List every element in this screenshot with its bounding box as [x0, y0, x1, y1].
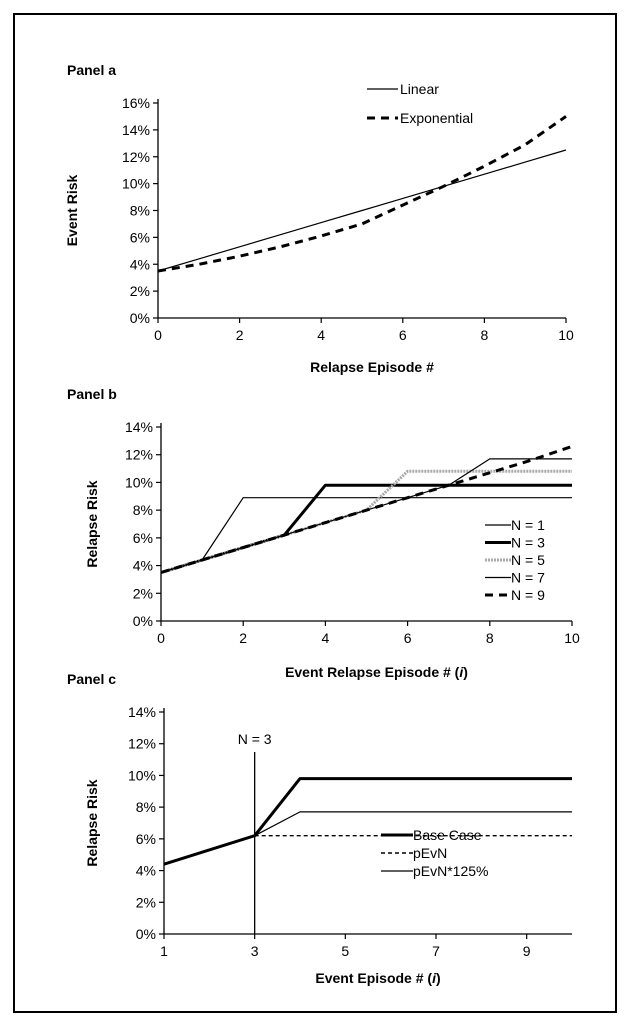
x-tick-label: 3 [251, 943, 259, 959]
legend-label: Base Case [413, 827, 482, 843]
y-tick-label: 2% [130, 283, 150, 299]
panel-title: Panel c [67, 671, 116, 687]
y-tick-label: 12% [125, 447, 153, 463]
x-tick-label: 4 [317, 327, 325, 343]
x-axis-title: Event Relapse Episode # (i) [285, 664, 468, 680]
x-tick-label: 6 [399, 327, 407, 343]
y-axis-title: Relapse Risk [84, 779, 100, 866]
y-tick-label: 4% [133, 558, 153, 574]
y-tick-label: 12% [128, 736, 156, 752]
y-tick-label: 2% [136, 894, 156, 910]
x-tick-label: 2 [236, 327, 244, 343]
y-tick-label: 10% [125, 474, 153, 490]
y-tick-label: 14% [125, 419, 153, 435]
annotation-label: N = 3 [238, 731, 272, 747]
y-tick-label: 14% [122, 122, 150, 138]
x-tick-label: 10 [564, 630, 580, 646]
series-line-pevn-125- [254, 811, 572, 837]
y-tick-label: 8% [133, 502, 153, 518]
x-tick-label: 10 [558, 327, 574, 343]
legend-label: pEvN [413, 845, 447, 861]
y-tick-label: 6% [136, 831, 156, 847]
series-line-n-7 [160, 458, 572, 574]
panel-2: Panel b 0% 2% 4% 6% 8% 10% 12% 14% 0 2 4 6 8 10 Event R… [67, 386, 580, 680]
panel-title: Panel a [67, 62, 116, 78]
x-tick-label: 6 [404, 630, 412, 646]
y-tick-label: 2% [133, 585, 153, 601]
series-line-n-5 [160, 469, 572, 574]
series-line-exponential [157, 115, 567, 273]
legend-label: N = 7 [511, 570, 545, 586]
series-line-base-case [163, 777, 572, 866]
y-tick-label: 4% [136, 863, 156, 879]
y-tick-label: 14% [128, 704, 156, 720]
x-tick-label: 9 [523, 943, 531, 959]
legend-label: Exponential [400, 110, 473, 126]
y-tick-label: 8% [130, 203, 150, 219]
y-tick-label: 0% [133, 613, 153, 629]
legend-label: N = 9 [511, 587, 545, 603]
legend-label: Linear [400, 81, 439, 97]
panel-1: Panel a 0% 2% 4% 6% 8% 10% 12% 14% 16% 0 2 4 6 8 10 Rela… [64, 62, 574, 375]
y-tick-label: 12% [122, 149, 150, 165]
y-tick-label: 0% [136, 926, 156, 942]
y-tick-label: 10% [128, 767, 156, 783]
x-tick-label: 8 [486, 630, 494, 646]
x-tick-label: 0 [157, 630, 165, 646]
panel-3: Panel c 0% 2% 4% 6% 8% 10% 12% 14% 1 3 5 7 9 Event Epi… [67, 671, 572, 986]
y-tick-label: 0% [130, 310, 150, 326]
panel-title: Panel b [67, 386, 117, 402]
figure: Panel a0%2%4%6%8%10%12%14%16%0 2 4 6 8 10Rela… [64, 62, 580, 986]
x-tick-label: 1 [160, 943, 168, 959]
y-tick-label: 8% [136, 799, 156, 815]
series-line-n-9 [160, 444, 573, 574]
x-axis-title: Event Episode # (i) [315, 970, 440, 986]
x-tick-label: 0 [154, 327, 162, 343]
x-tick-label: 2 [239, 630, 247, 646]
y-tick-label: 10% [122, 176, 150, 192]
series-line-linear [157, 149, 567, 272]
x-tick-label: 8 [481, 327, 489, 343]
figure-frame: Panel a 0% 2% 4% 6% 8% 10% 12% 14% 16% 0 2 4 6 8 10 Rela… [13, 13, 617, 1013]
x-tick-label: 5 [341, 943, 349, 959]
y-axis-title: Relapse Risk [84, 480, 100, 567]
y-tick-label: 4% [130, 256, 150, 272]
x-tick-label: 4 [322, 630, 330, 646]
x-tick-label: 7 [432, 943, 440, 959]
legend-label: pEvN*125% [413, 863, 489, 879]
legend-label: N = 1 [511, 517, 545, 533]
x-axis-title: Relapse Episode # [310, 359, 434, 375]
legend-label: N = 3 [511, 535, 545, 551]
y-axis-title: Event Risk [64, 174, 80, 246]
legend-label: N = 5 [511, 552, 545, 568]
y-tick-label: 6% [130, 229, 150, 245]
y-tick-label: 16% [122, 95, 150, 111]
y-tick-label: 6% [133, 530, 153, 546]
